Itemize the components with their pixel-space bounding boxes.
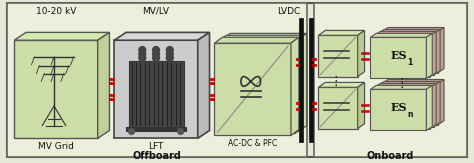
Polygon shape (98, 32, 109, 138)
Text: LFT: LFT (148, 142, 164, 151)
Bar (313, 3, 466, 157)
Text: ⋮: ⋮ (395, 77, 408, 90)
Polygon shape (427, 33, 432, 79)
Polygon shape (382, 83, 438, 125)
Circle shape (166, 51, 173, 57)
Bar (309, 18, 312, 142)
Polygon shape (214, 43, 291, 135)
Polygon shape (114, 40, 198, 138)
Polygon shape (438, 80, 444, 125)
Polygon shape (378, 85, 434, 127)
Polygon shape (382, 28, 444, 31)
Polygon shape (222, 39, 299, 132)
Text: MV/LV: MV/LV (143, 7, 170, 16)
Polygon shape (374, 87, 430, 129)
Circle shape (139, 47, 146, 53)
Polygon shape (299, 33, 307, 132)
Circle shape (166, 54, 173, 61)
Polygon shape (378, 33, 434, 74)
Text: MV Grid: MV Grid (38, 142, 74, 151)
Polygon shape (14, 40, 98, 138)
Polygon shape (358, 82, 365, 129)
Polygon shape (319, 82, 365, 87)
Text: Offboard: Offboard (133, 151, 182, 161)
Circle shape (139, 51, 146, 57)
Polygon shape (319, 30, 365, 35)
Polygon shape (434, 82, 440, 127)
Polygon shape (291, 37, 299, 135)
Polygon shape (371, 33, 432, 37)
Circle shape (153, 47, 159, 53)
Polygon shape (371, 89, 427, 131)
Circle shape (153, 51, 159, 57)
Polygon shape (219, 35, 303, 41)
Polygon shape (378, 82, 440, 85)
Polygon shape (198, 32, 210, 138)
Polygon shape (295, 35, 303, 133)
Text: 1: 1 (407, 58, 412, 67)
Polygon shape (430, 31, 436, 77)
Polygon shape (214, 37, 299, 43)
Polygon shape (374, 31, 436, 35)
Polygon shape (378, 30, 440, 33)
Polygon shape (427, 85, 432, 131)
Text: AC-DC & PFC: AC-DC & PFC (228, 139, 277, 148)
Text: n: n (407, 110, 413, 119)
Polygon shape (430, 83, 436, 129)
Polygon shape (438, 28, 444, 73)
Polygon shape (319, 87, 358, 129)
Polygon shape (382, 80, 444, 83)
Circle shape (178, 129, 183, 134)
Bar (126, 127, 186, 132)
Polygon shape (382, 31, 438, 73)
Polygon shape (14, 32, 109, 40)
Bar (299, 18, 303, 142)
Polygon shape (219, 41, 295, 133)
Bar (128, 61, 183, 127)
Polygon shape (222, 33, 307, 39)
Text: ES: ES (390, 102, 407, 113)
Circle shape (166, 47, 173, 53)
Text: Onboard: Onboard (366, 151, 414, 161)
Circle shape (139, 54, 146, 61)
Polygon shape (319, 35, 358, 77)
Text: LVDC: LVDC (277, 7, 301, 16)
Polygon shape (114, 32, 210, 40)
Circle shape (153, 54, 159, 61)
Polygon shape (434, 30, 440, 74)
Text: ⋮: ⋮ (330, 75, 342, 88)
Polygon shape (358, 30, 365, 77)
Polygon shape (374, 83, 436, 87)
Polygon shape (371, 85, 432, 89)
Polygon shape (374, 35, 430, 77)
Text: ES: ES (390, 50, 407, 61)
Text: 10-20 kV: 10-20 kV (36, 7, 76, 16)
Circle shape (128, 129, 135, 134)
Bar (8, 3, 307, 157)
Polygon shape (371, 37, 427, 79)
